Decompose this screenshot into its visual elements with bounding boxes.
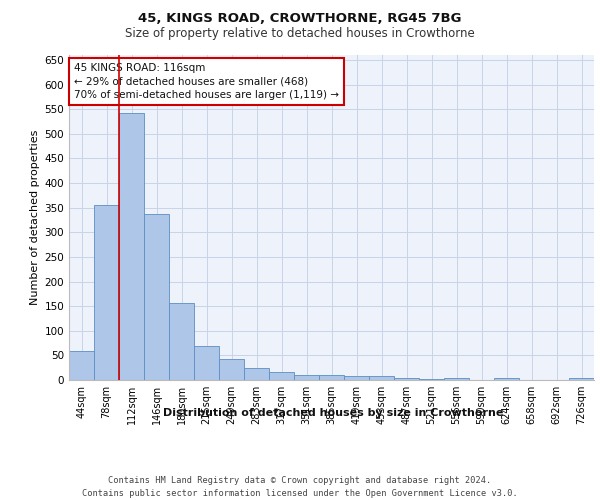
Bar: [269, 372, 294, 380]
Text: Contains HM Land Registry data © Crown copyright and database right 2024.
Contai: Contains HM Land Registry data © Crown c…: [82, 476, 518, 498]
Text: Distribution of detached houses by size in Crowthorne: Distribution of detached houses by size …: [163, 408, 503, 418]
Bar: [419, 378, 444, 380]
Bar: [319, 375, 344, 380]
Bar: [94, 205, 119, 380]
Bar: [119, 113, 144, 380]
Bar: [144, 214, 169, 380]
Text: Size of property relative to detached houses in Crowthorne: Size of property relative to detached ho…: [125, 28, 475, 40]
Bar: [294, 374, 319, 380]
Bar: [344, 376, 369, 380]
Bar: [394, 378, 419, 380]
Bar: [219, 360, 244, 380]
Bar: [244, 368, 269, 380]
Bar: [494, 378, 519, 380]
Y-axis label: Number of detached properties: Number of detached properties: [30, 130, 40, 305]
Bar: [169, 302, 194, 380]
Bar: [369, 376, 394, 380]
Bar: [444, 378, 469, 380]
Bar: [69, 352, 94, 380]
Text: 45 KINGS ROAD: 116sqm
← 29% of detached houses are smaller (468)
70% of semi-det: 45 KINGS ROAD: 116sqm ← 29% of detached …: [74, 63, 339, 100]
Text: 45, KINGS ROAD, CROWTHORNE, RG45 7BG: 45, KINGS ROAD, CROWTHORNE, RG45 7BG: [138, 12, 462, 26]
Bar: [569, 378, 594, 380]
Bar: [194, 346, 219, 380]
